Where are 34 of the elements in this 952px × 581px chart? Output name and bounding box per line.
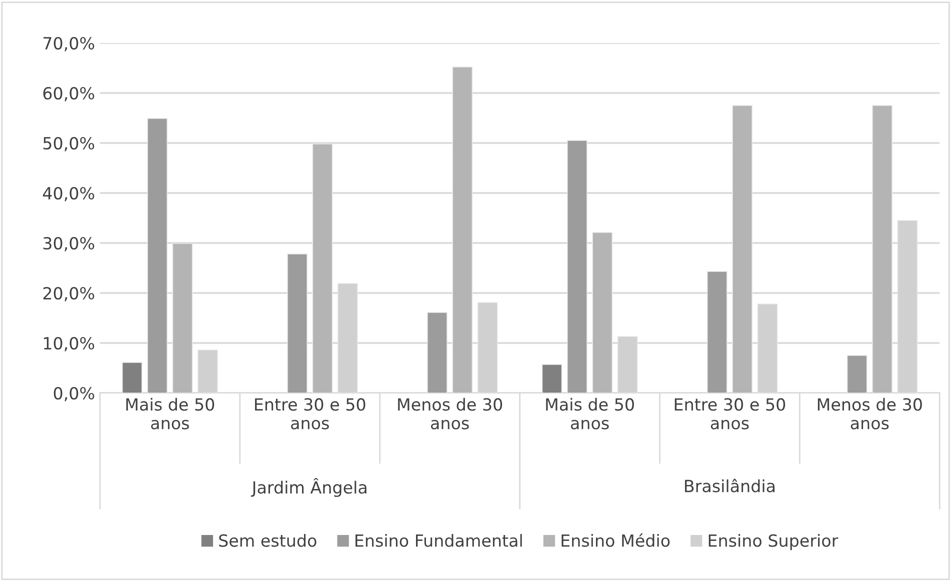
y-tick-label: 50,0%	[43, 136, 94, 152]
bar	[542, 364, 562, 393]
y-tick-label: 70,0%	[44, 36, 94, 52]
bar	[172, 243, 193, 393]
x-tick-label: Mais de 50 anos	[546, 398, 634, 430]
text: Jardim Ângela	[250, 478, 366, 497]
bar	[287, 254, 308, 393]
bar	[566, 140, 588, 393]
legend-label: Ensino Superior	[708, 534, 838, 550]
y-tick-label: 10,0%	[44, 336, 94, 352]
legend-label: Sem estudo	[219, 534, 316, 547]
bar	[592, 232, 613, 393]
bar	[732, 105, 753, 393]
x-tick-label: Mais de 50 anos	[126, 398, 214, 430]
bar	[312, 144, 333, 393]
y-tick-label: 60,0%	[43, 86, 94, 102]
bar	[706, 271, 728, 393]
y-tick-label: 20,0%	[43, 286, 94, 302]
y-tick-label: 30,0%	[43, 236, 94, 252]
bar	[846, 355, 868, 393]
bar	[452, 66, 473, 393]
bar	[147, 118, 168, 393]
text: Brasilândia	[685, 478, 775, 492]
bar	[872, 105, 892, 393]
x-tick-label: Menos de 30 anos	[398, 398, 502, 430]
y-tick-label: 0,0%	[54, 386, 94, 402]
bar	[427, 312, 448, 393]
legend-label: Ensino Fundamental	[356, 534, 522, 547]
bar	[122, 362, 142, 393]
legend-label: Ensino Médio	[562, 533, 670, 547]
x-tick-label: Entre 30 e 50 anos	[255, 398, 366, 430]
x-tick-label: Menos de 30 anos	[818, 398, 922, 430]
x-tick-label: Entre 30 e 50 anos	[674, 398, 786, 430]
y-tick-label: 40,0%	[42, 186, 94, 202]
